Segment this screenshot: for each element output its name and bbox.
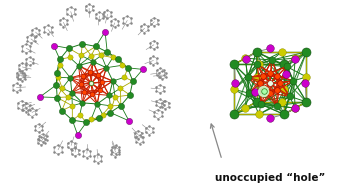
Circle shape (258, 87, 268, 96)
FancyArrowPatch shape (211, 124, 221, 157)
Text: unoccupied “hole”: unoccupied “hole” (215, 173, 325, 183)
